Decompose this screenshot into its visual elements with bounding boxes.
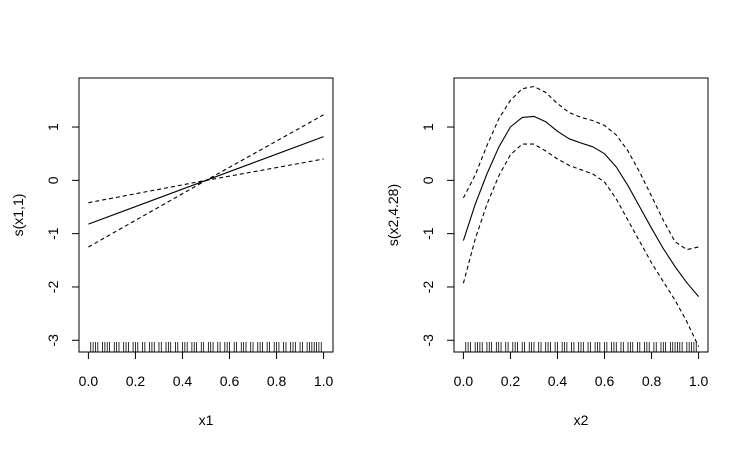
plot-frame bbox=[453, 77, 709, 353]
y-tick-label: -2 bbox=[420, 281, 436, 294]
x-axis-label: x1 bbox=[199, 412, 214, 428]
y-tick-label: -3 bbox=[420, 334, 436, 347]
y-tick-label: -1 bbox=[45, 227, 61, 240]
x-tick-label: 1.0 bbox=[689, 373, 709, 389]
x-tick-label: 0.2 bbox=[501, 373, 521, 389]
x-tick-label: 0.0 bbox=[454, 373, 474, 389]
x-tick-label: 0.4 bbox=[173, 373, 193, 389]
x-tick-label: 0.8 bbox=[267, 373, 287, 389]
x-tick-label: 1.0 bbox=[314, 373, 334, 389]
y-axis-label: s(x2,4.28) bbox=[385, 184, 401, 246]
y-tick-label: 1 bbox=[420, 123, 436, 131]
confidence-band-line bbox=[462, 85, 699, 251]
y-tick-label: 0 bbox=[420, 176, 436, 184]
x-tick-label: 0.2 bbox=[126, 373, 146, 389]
y-axis-label: s(x1,1) bbox=[10, 194, 26, 237]
confidence-band-line bbox=[88, 158, 324, 204]
smooth-estimate-line bbox=[462, 115, 700, 297]
y-tick-label: 0 bbox=[45, 176, 61, 184]
panel-s-x2: 0.0 0.2 0.4 0.6 0.8 1.0 -3 -2 -1 0 1 x2 s(x2,4.28) bbox=[385, 77, 709, 428]
x-tick-label: 0.6 bbox=[595, 373, 615, 389]
y-tick-label: 1 bbox=[45, 123, 61, 131]
x-axis-label: x2 bbox=[574, 412, 589, 428]
panel-s-x1: 0.0 0.2 0.4 0.6 0.8 1.0 -3 -2 -1 0 1 x1 s(x1,1) bbox=[10, 77, 334, 428]
x-tick-label: 0.4 bbox=[548, 373, 568, 389]
plot-frame bbox=[78, 77, 334, 353]
x-tick-label: 0.8 bbox=[642, 373, 662, 389]
x-tick-label: 0.0 bbox=[79, 373, 99, 389]
y-tick-label: -2 bbox=[45, 281, 61, 294]
y-tick-label: -1 bbox=[420, 227, 436, 240]
y-tick-label: -3 bbox=[45, 334, 61, 347]
confidence-band-line bbox=[462, 143, 700, 347]
x-tick-label: 0.6 bbox=[220, 373, 240, 389]
